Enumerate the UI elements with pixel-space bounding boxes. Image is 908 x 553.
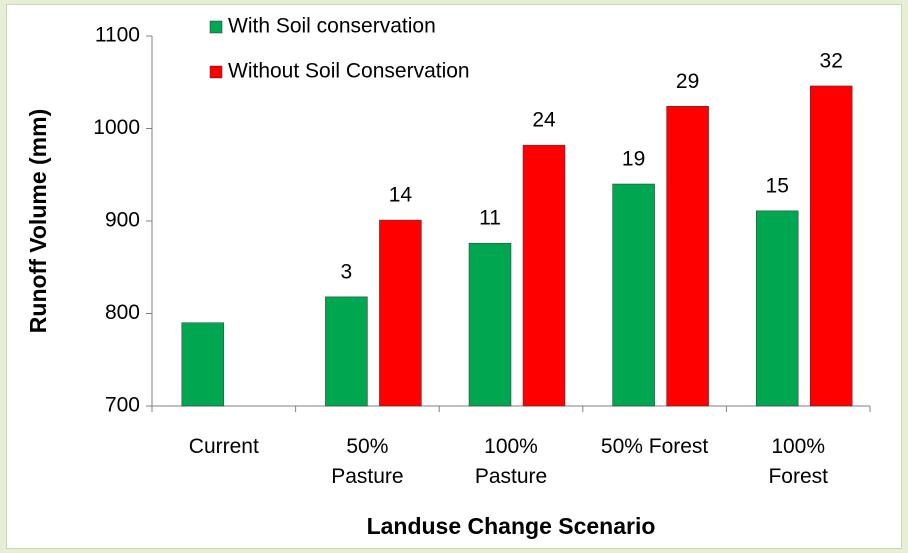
y-tick-label: 900 (105, 209, 140, 232)
y-tick-label: 700 (105, 394, 140, 417)
legend-swatch (209, 20, 223, 34)
bar (468, 242, 512, 407)
y-axis-title: Runoff Volume (mm) (25, 109, 51, 333)
bar (809, 85, 853, 407)
legend-label: Without Soil Conservation (228, 60, 470, 83)
bar-annotation: 3 (341, 260, 353, 283)
legend-label: With Soil conservation (228, 15, 436, 38)
y-tick-label: 800 (105, 301, 140, 324)
bar (379, 219, 422, 407)
bar (612, 183, 655, 407)
bar-annotation: 32 (820, 49, 843, 72)
bar (755, 210, 799, 407)
x-tick-label: Current (189, 435, 259, 458)
x-tick-label: 50% Forest (601, 435, 709, 458)
x-tick-label: 50% Pasture (331, 435, 403, 488)
chart-panel (6, 4, 902, 549)
bar-annotation: 29 (676, 70, 699, 93)
x-axis-title: Landuse Change Scenario (367, 513, 656, 539)
bar-annotation: 24 (532, 109, 556, 132)
bar-annotation: 19 (622, 148, 645, 171)
y-tick-label: 1100 (95, 24, 140, 47)
bar-annotation: 14 (389, 184, 413, 207)
x-tick-label: 100% Pasture (475, 435, 547, 488)
bar-annotation: 15 (766, 174, 789, 197)
bar (325, 296, 368, 407)
x-tick-label: 100% Forest (768, 435, 828, 488)
y-tick-label: 1000 (93, 116, 140, 139)
bar (666, 106, 709, 407)
bar (522, 144, 566, 407)
legend-swatch (209, 65, 223, 79)
bar-annotation: 11 (479, 207, 501, 230)
bar (181, 322, 225, 407)
